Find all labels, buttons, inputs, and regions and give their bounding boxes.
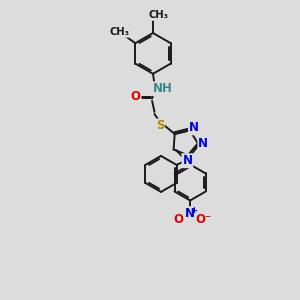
Text: N: N xyxy=(182,154,192,167)
Text: N: N xyxy=(185,207,195,220)
Text: O: O xyxy=(174,213,184,226)
Text: +: + xyxy=(190,206,197,214)
Text: N: N xyxy=(198,137,208,150)
Text: O⁻: O⁻ xyxy=(196,213,212,226)
Text: NH: NH xyxy=(153,82,173,95)
Text: S: S xyxy=(156,119,164,133)
Text: CH₃: CH₃ xyxy=(148,10,168,20)
Text: CH₃: CH₃ xyxy=(109,27,129,37)
Text: O: O xyxy=(130,90,141,104)
Text: N: N xyxy=(189,122,199,134)
